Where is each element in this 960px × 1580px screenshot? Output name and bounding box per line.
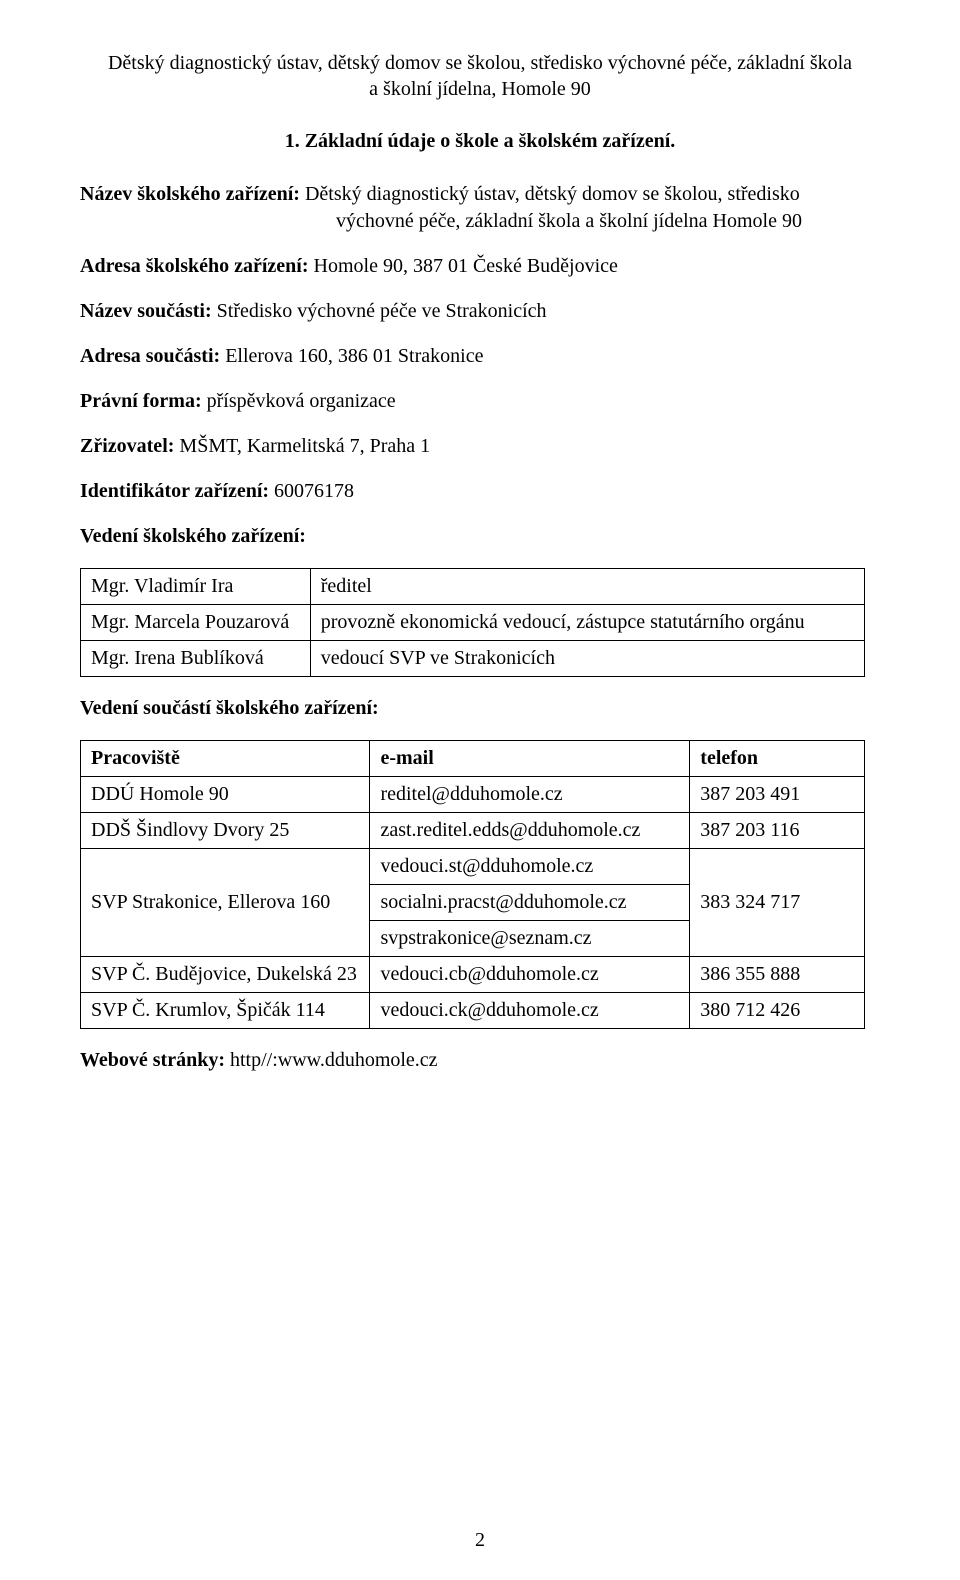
label-pravni-forma: Právní forma: <box>80 390 202 412</box>
header-line1: Dětský diagnostický ústav, dětský domov … <box>80 50 880 76</box>
table-cell: DDŠ Šindlovy Dvory 25 <box>81 813 370 849</box>
label-vedeni: Vedení školského zařízení: <box>80 525 306 547</box>
table-row: DDŠ Šindlovy Dvory 25zast.reditel.edds@d… <box>81 813 865 849</box>
table-row: Mgr. Vladimír Iraředitel <box>81 569 865 605</box>
field-vedeni-soucasti-label: Vedení součástí školského zařízení: <box>80 695 880 722</box>
th-pracoviste: Pracoviště <box>81 741 370 777</box>
field-adresa-soucasti: Adresa součásti: Ellerova 160, 386 01 St… <box>80 343 880 370</box>
table-row: SVP Č. Budějovice, Dukelská 23vedouci.cb… <box>81 957 865 993</box>
field-nazev-skolskeho-zarizeni: Název školského zařízení: Dětský diagnos… <box>80 181 880 235</box>
table-cell: 386 355 888 <box>690 957 865 993</box>
table-cell: svpstrakonice@seznam.cz <box>370 921 690 957</box>
table-cell: Mgr. Marcela Pouzarová <box>81 605 311 641</box>
table-row: Mgr. Irena Bublíkovávedoucí SVP ve Strak… <box>81 641 865 677</box>
label-vedeni-soucasti: Vedení součástí školského zařízení: <box>80 697 379 719</box>
label-zrizovatel: Zřizovatel: <box>80 435 174 457</box>
label-adresa-soucasti: Adresa součásti: <box>80 345 220 367</box>
table-cell: 387 203 116 <box>690 813 865 849</box>
table-cell: 383 324 717 <box>690 849 865 957</box>
table-cell: DDÚ Homole 90 <box>81 777 370 813</box>
table-pracoviste: Pracoviště e-mail telefon DDÚ Homole 90r… <box>80 740 865 1029</box>
field-adresa-skolskeho-zarizeni: Adresa školského zařízení: Homole 90, 38… <box>80 253 880 280</box>
header-line2: a školní jídelna, Homole 90 <box>80 76 880 102</box>
value-nazev-skolskeho-zarizeni-1: Dětský diagnostický ústav, dětský domov … <box>300 183 800 205</box>
value-identifikator-zarizeni: 60076178 <box>269 480 354 502</box>
value-nazev-soucasti: Středisko výchovné péče ve Strakonicích <box>212 300 547 322</box>
table-cell: SVP Č. Krumlov, Špičák 114 <box>81 993 370 1029</box>
table-cell: socialni.pracst@dduhomole.cz <box>370 885 690 921</box>
table-cell: 387 203 491 <box>690 777 865 813</box>
table-row: Mgr. Marcela Pouzarováprovozně ekonomick… <box>81 605 865 641</box>
table-cell: zast.reditel.edds@dduhomole.cz <box>370 813 690 849</box>
field-vedeni-label: Vedení školského zařízení: <box>80 523 880 550</box>
table-cell: provozně ekonomická vedoucí, zástupce st… <box>310 605 864 641</box>
table-cell: reditel@dduhomole.cz <box>370 777 690 813</box>
table-cell: Mgr. Irena Bublíková <box>81 641 311 677</box>
table-cell: SVP Č. Budějovice, Dukelská 23 <box>81 957 370 993</box>
field-identifikator-zarizeni: Identifikátor zařízení: 60076178 <box>80 478 880 505</box>
th-telefon: telefon <box>690 741 865 777</box>
label-webove-stranky: Webové stránky: <box>80 1049 225 1071</box>
table-cell: Mgr. Vladimír Ira <box>81 569 311 605</box>
table-cell: SVP Strakonice, Ellerova 160 <box>81 849 370 957</box>
table-vedeni: Mgr. Vladimír IraředitelMgr. Marcela Pou… <box>80 568 865 677</box>
table-cell: vedoucí SVP ve Strakonicích <box>310 641 864 677</box>
page: Dětský diagnostický ústav, dětský domov … <box>0 0 960 1580</box>
field-nazev-soucasti: Název součásti: Středisko výchovné péče … <box>80 298 880 325</box>
table-cell: vedouci.cb@dduhomole.cz <box>370 957 690 993</box>
label-nazev-skolskeho-zarizeni: Název školského zařízení: <box>80 183 300 205</box>
table-row: DDÚ Homole 90reditel@dduhomole.cz387 203… <box>81 777 865 813</box>
field-pravni-forma: Právní forma: příspěvková organizace <box>80 388 880 415</box>
table-row: SVP Č. Krumlov, Špičák 114vedouci.ck@ddu… <box>81 993 865 1029</box>
field-zrizovatel: Zřizovatel: MŠMT, Karmelitská 7, Praha 1 <box>80 433 880 460</box>
table-header-row: Pracoviště e-mail telefon <box>81 741 865 777</box>
field-webove-stranky: Webové stránky: http//:www.dduhomole.cz <box>80 1047 880 1074</box>
value-nazev-skolskeho-zarizeni-2: výchovné péče, základní škola a školní j… <box>80 208 880 235</box>
value-pravni-forma: příspěvková organizace <box>202 390 396 412</box>
th-email: e-mail <box>370 741 690 777</box>
table-cell: vedouci.ck@dduhomole.cz <box>370 993 690 1029</box>
table-cell: 380 712 426 <box>690 993 865 1029</box>
label-nazev-soucasti: Název součásti: <box>80 300 212 322</box>
value-webove-stranky: http//:www.dduhomole.cz <box>225 1049 438 1071</box>
label-adresa-skolskeho-zarizeni: Adresa školského zařízení: <box>80 255 309 277</box>
value-adresa-soucasti: Ellerova 160, 386 01 Strakonice <box>220 345 483 367</box>
table-row: SVP Strakonice, Ellerova 160vedouci.st@d… <box>81 849 865 885</box>
value-adresa-skolskeho-zarizeni: Homole 90, 387 01 České Budějovice <box>309 255 618 277</box>
label-identifikator-zarizeni: Identifikátor zařízení: <box>80 480 269 502</box>
table-cell: ředitel <box>310 569 864 605</box>
value-zrizovatel: MŠMT, Karmelitská 7, Praha 1 <box>174 435 430 457</box>
page-number: 2 <box>0 1529 960 1552</box>
section-title: 1. Základní údaje o škole a školském zař… <box>80 130 880 153</box>
table-cell: vedouci.st@dduhomole.cz <box>370 849 690 885</box>
